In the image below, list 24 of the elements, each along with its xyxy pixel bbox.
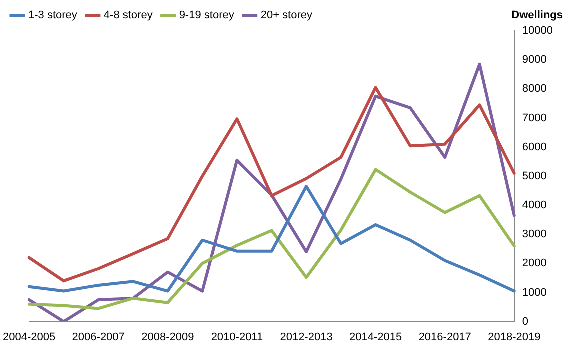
x-tick-label: 2012-2013 bbox=[280, 331, 333, 344]
y-tick-label: 10000 bbox=[522, 25, 554, 38]
legend-label: 1-3 storey bbox=[28, 10, 78, 22]
x-tick-label: 2004-2005 bbox=[3, 331, 56, 344]
y-tick-label: 6000 bbox=[522, 141, 547, 154]
legend-label: 20+ storey bbox=[260, 10, 314, 22]
y-tick-label: 8000 bbox=[522, 83, 547, 96]
x-tick-label: 2010-2011 bbox=[211, 331, 264, 344]
y-axis-title: Dwellings bbox=[512, 10, 563, 22]
x-tick-label: 2008-2009 bbox=[142, 331, 194, 344]
x-tick-label: 2018-2019 bbox=[488, 331, 541, 344]
y-tick-label: 5000 bbox=[522, 170, 547, 182]
y-tick-label: 9000 bbox=[522, 54, 547, 66]
y-tick-label: 3000 bbox=[522, 228, 547, 241]
y-tick-label: 2000 bbox=[522, 258, 547, 270]
y-tick-label: 4000 bbox=[522, 200, 547, 212]
y-tick-label: 1000 bbox=[522, 286, 547, 299]
y-tick-label: 7000 bbox=[522, 112, 547, 124]
legend-label: 4-8 storey bbox=[104, 10, 154, 22]
y-tick-label: 0 bbox=[522, 316, 529, 328]
x-tick-label: 2014-2015 bbox=[350, 331, 402, 344]
x-tick-label: 2006-2007 bbox=[72, 331, 125, 344]
x-tick-label: 2016-2017 bbox=[418, 331, 472, 344]
legend-label: 9-19 storey bbox=[179, 10, 235, 22]
